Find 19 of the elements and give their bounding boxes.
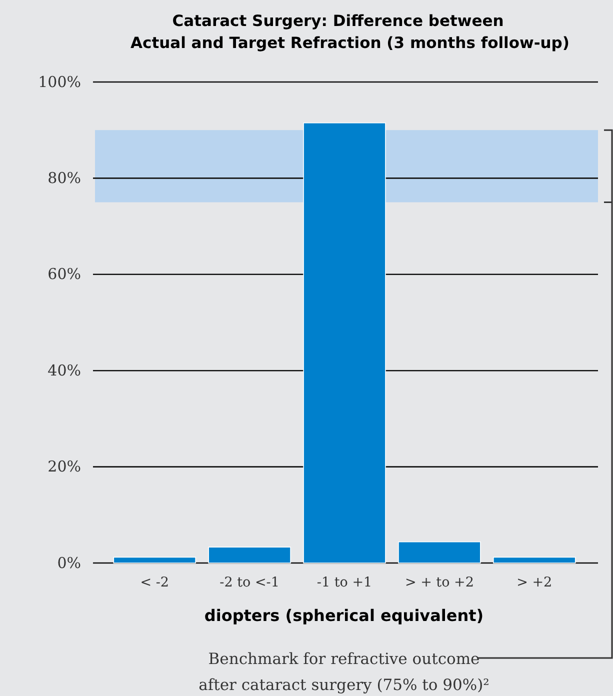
bar	[398, 541, 481, 564]
x-tick-label: > +2	[516, 574, 552, 591]
x-tick-label: > + to +2	[404, 574, 474, 591]
y-tick-label: 80%	[48, 169, 81, 187]
x-tick-label: -1 to +1	[316, 574, 372, 591]
band-label: Benchmark for refractive outcome after cataract surgery (75% to 90%)²	[198, 650, 490, 694]
y-tick-label: 20%	[48, 458, 81, 476]
x-tick-label: -2 to <-1	[220, 574, 280, 591]
x-tick-label: < -2	[140, 574, 169, 591]
bar	[113, 556, 196, 564]
bar	[303, 122, 386, 564]
bar	[208, 546, 291, 564]
x-axis-title: diopters (spherical equivalent)	[204, 606, 484, 625]
y-tick-label: 0%	[57, 554, 81, 572]
y-tick-label: 40%	[48, 361, 81, 380]
bar	[493, 556, 576, 564]
y-tick-label: 100%	[38, 72, 81, 91]
chart-title: Cataract Surgery: Difference between Actual and Target Refraction (3 months follow-up)	[130, 12, 570, 52]
y-tick-label: 60%	[48, 265, 81, 284]
